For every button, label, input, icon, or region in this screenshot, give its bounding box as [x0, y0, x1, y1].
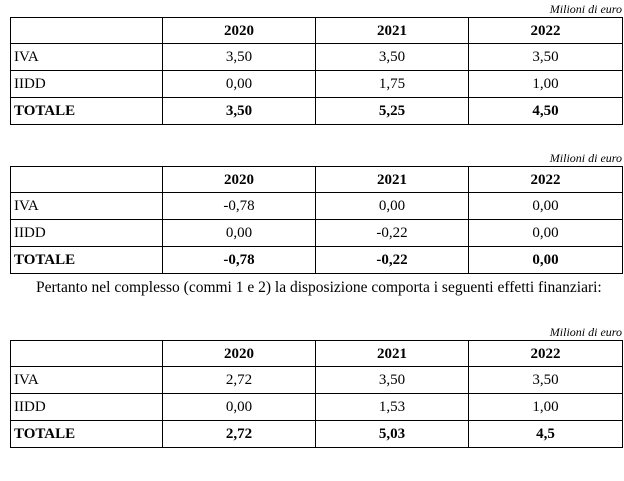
year-header-2020: 2020: [162, 340, 316, 367]
value-cell: 3,50: [315, 43, 469, 71]
financial-table-2: 2020 2021 2022 IVA -0,78 0,00 0,00 IIDD …: [10, 166, 623, 274]
table-header-row: 2020 2021 2022: [10, 166, 623, 193]
value-cell: 1,53: [315, 393, 469, 421]
value-cell: 0,00: [315, 192, 469, 220]
year-header-2022: 2022: [468, 340, 623, 367]
value-cell: 5,25: [315, 97, 469, 125]
unit-label: Milioni di euro: [549, 2, 622, 16]
financial-table-block-1: Milioni di euro 2020 2021 2022 IVA 3,50 …: [10, 2, 623, 125]
row-label: TOTALE: [10, 97, 163, 125]
empty-header-cell: [10, 17, 163, 44]
table-row-totale: TOTALE 2,72 5,03 4,5: [10, 420, 623, 448]
row-label: IIDD: [10, 393, 163, 421]
table-row-totale: TOTALE -0,78 -0,22 0,00: [10, 246, 623, 274]
row-label: TOTALE: [10, 420, 163, 448]
financial-table-1: 2020 2021 2022 IVA 3,50 3,50 3,50 IIDD 0…: [10, 17, 623, 125]
value-cell: 3,50: [162, 97, 316, 125]
value-cell: 3,50: [468, 366, 623, 394]
row-label: IIDD: [10, 219, 163, 247]
row-label: IIDD: [10, 70, 163, 98]
table-row-iva: IVA -0,78 0,00 0,00: [10, 192, 623, 220]
empty-header-cell: [10, 166, 163, 193]
value-cell: 0,00: [468, 246, 623, 274]
value-cell: 3,50: [468, 43, 623, 71]
table-row-iva: IVA 3,50 3,50 3,50: [10, 43, 623, 71]
value-cell: 0,00: [162, 393, 316, 421]
value-cell: 0,00: [468, 192, 623, 220]
table-row-iva: IVA 2,72 3,50 3,50: [10, 366, 623, 394]
value-cell: 2,72: [162, 420, 316, 448]
year-header-2021: 2021: [315, 17, 469, 44]
table-row-iidd: IIDD 0,00 -0,22 0,00: [10, 219, 623, 247]
year-header-2021: 2021: [315, 166, 469, 193]
table-row-iidd: IIDD 0,00 1,53 1,00: [10, 393, 623, 421]
table-header-row: 2020 2021 2022: [10, 340, 623, 367]
value-cell: -0,78: [162, 192, 316, 220]
table-header-row: 2020 2021 2022: [10, 17, 623, 44]
row-label: IVA: [10, 366, 163, 394]
year-header-2022: 2022: [468, 166, 623, 193]
value-cell: 0,00: [162, 219, 316, 247]
table-row-totale: TOTALE 3,50 5,25 4,50: [10, 97, 623, 125]
financial-table-3: 2020 2021 2022 IVA 2,72 3,50 3,50 IIDD 0…: [10, 340, 623, 448]
financial-table-block-3: Milioni di euro 2020 2021 2022 IVA 2,72 …: [10, 325, 623, 448]
value-cell: 0,00: [468, 219, 623, 247]
value-cell: 2,72: [162, 366, 316, 394]
value-cell: 4,5: [468, 420, 623, 448]
row-label: TOTALE: [10, 246, 163, 274]
value-cell: 0,00: [162, 70, 316, 98]
value-cell: 1,00: [468, 393, 623, 421]
value-cell: 5,03: [315, 420, 469, 448]
row-label: IVA: [10, 192, 163, 220]
value-cell: 1,00: [468, 70, 623, 98]
year-header-2021: 2021: [315, 340, 469, 367]
year-header-2020: 2020: [162, 17, 316, 44]
value-cell: -0,22: [315, 246, 469, 274]
unit-label: Milioni di euro: [549, 325, 622, 339]
year-header-2022: 2022: [468, 17, 623, 44]
value-cell: 3,50: [315, 366, 469, 394]
table-row-iidd: IIDD 0,00 1,75 1,00: [10, 70, 623, 98]
value-cell: 1,75: [315, 70, 469, 98]
empty-header-cell: [10, 340, 163, 367]
value-cell: 3,50: [162, 43, 316, 71]
value-cell: -0,78: [162, 246, 316, 274]
body-paragraph: Pertanto nel complesso (commi 1 e 2) la …: [36, 279, 602, 296]
row-label: IVA: [10, 43, 163, 71]
value-cell: -0,22: [315, 219, 469, 247]
year-header-2020: 2020: [162, 166, 316, 193]
financial-table-block-2: Milioni di euro 2020 2021 2022 IVA -0,78…: [10, 151, 623, 274]
value-cell: 4,50: [468, 97, 623, 125]
unit-label: Milioni di euro: [549, 151, 622, 165]
